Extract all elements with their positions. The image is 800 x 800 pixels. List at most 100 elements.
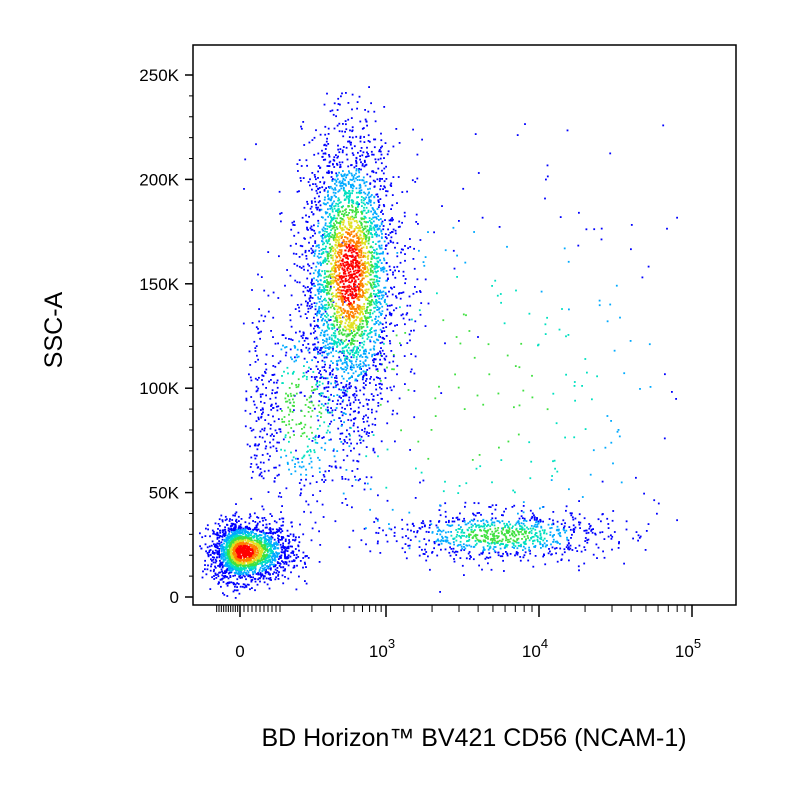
event-dot	[320, 295, 322, 298]
event-dot	[358, 366, 361, 369]
event-dot	[309, 324, 312, 327]
event-dot	[264, 419, 267, 421]
event-dot	[359, 360, 362, 363]
event-dot	[264, 566, 266, 569]
event-dot	[348, 172, 351, 174]
event-dot	[385, 178, 388, 180]
event-dot	[396, 373, 398, 376]
event-dot	[449, 546, 451, 549]
event-dot	[390, 236, 393, 239]
event-dot	[325, 408, 327, 411]
event-dot	[372, 395, 375, 397]
event-dot	[501, 514, 503, 516]
event-dot	[370, 327, 373, 329]
event-dot	[475, 537, 478, 540]
event-dot	[238, 575, 241, 578]
event-dot	[399, 297, 402, 300]
event-dot	[222, 556, 224, 558]
event-dot	[393, 531, 396, 534]
event-dot	[581, 496, 584, 498]
event-dot	[208, 549, 211, 552]
event-dot	[301, 432, 304, 435]
event-dot	[365, 476, 368, 479]
event-dot	[261, 554, 264, 557]
event-dot	[339, 402, 342, 405]
event-dot	[460, 526, 462, 528]
event-dot	[353, 422, 355, 425]
event-dot	[345, 146, 348, 149]
event-dot	[264, 372, 267, 374]
event-dot	[449, 542, 452, 545]
event-dot	[487, 538, 489, 540]
event-dot	[257, 416, 260, 419]
event-dot	[213, 575, 215, 577]
event-dot	[236, 586, 238, 588]
event-dot	[479, 539, 482, 542]
event-dot	[375, 315, 377, 318]
event-dot	[277, 297, 280, 299]
event-dot	[463, 408, 466, 410]
event-dot	[269, 531, 271, 534]
event-dot	[274, 578, 277, 581]
event-dot	[316, 245, 319, 247]
event-dot	[341, 181, 344, 184]
event-dot	[476, 534, 479, 537]
event-dot	[321, 300, 324, 303]
event-dot	[327, 381, 330, 383]
event-dot	[278, 530, 280, 533]
event-dot	[348, 386, 351, 389]
event-dot	[271, 515, 273, 517]
event-dot	[271, 544, 274, 546]
event-dot	[290, 473, 293, 475]
event-dot	[365, 201, 368, 204]
event-dot	[346, 357, 349, 359]
event-dot	[596, 557, 598, 559]
event-dot	[306, 289, 309, 292]
event-dot	[256, 389, 259, 392]
event-dot	[482, 539, 485, 542]
event-dot	[299, 315, 302, 318]
event-dot	[378, 297, 381, 300]
event-dot	[312, 251, 315, 253]
event-dot	[374, 212, 377, 214]
event-dot	[573, 531, 575, 533]
event-dot	[306, 304, 309, 307]
event-dot	[333, 207, 336, 210]
event-dot	[490, 519, 493, 521]
event-dot	[332, 113, 335, 116]
event-dot	[346, 367, 349, 370]
event-dot	[533, 517, 536, 520]
event-dot	[269, 568, 272, 571]
event-dot	[361, 429, 363, 431]
event-dot	[391, 508, 394, 511]
event-dot	[366, 194, 369, 196]
event-dot	[592, 553, 595, 556]
event-dot	[379, 289, 382, 292]
event-dot	[268, 380, 270, 383]
event-dot	[513, 547, 515, 549]
event-dot	[522, 389, 525, 392]
event-dot	[230, 560, 233, 563]
event-dot	[552, 538, 555, 541]
event-dot	[335, 350, 338, 352]
event-dot	[280, 456, 282, 459]
event-dot	[317, 271, 320, 274]
event-dot	[308, 438, 311, 440]
event-dot	[262, 477, 265, 480]
event-dot	[290, 521, 293, 524]
event-dot	[319, 544, 322, 546]
event-dot	[379, 354, 382, 357]
event-dot	[540, 536, 543, 539]
event-dot	[279, 408, 282, 410]
event-dot	[282, 517, 285, 520]
event-dot	[271, 389, 274, 392]
event-dot	[340, 441, 343, 443]
event-dot	[220, 541, 223, 544]
event-dot	[277, 558, 280, 560]
event-dot	[318, 380, 321, 383]
event-dot	[365, 350, 367, 353]
event-dot	[515, 289, 517, 292]
event-dot	[317, 165, 320, 167]
event-dot	[372, 359, 374, 362]
